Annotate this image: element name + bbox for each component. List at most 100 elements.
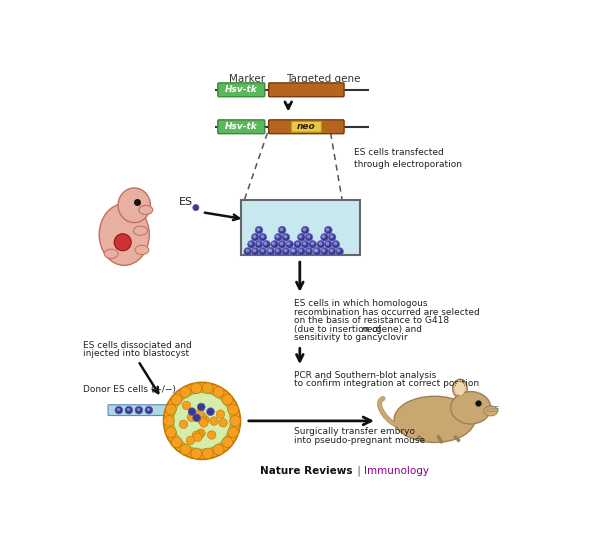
Text: Donor ES cells (+/−): Donor ES cells (+/−) — [83, 384, 176, 394]
Circle shape — [290, 248, 297, 255]
Circle shape — [244, 248, 251, 255]
Circle shape — [179, 420, 188, 428]
Circle shape — [309, 241, 317, 248]
Circle shape — [251, 233, 259, 241]
Ellipse shape — [452, 380, 467, 398]
Circle shape — [259, 248, 266, 255]
Circle shape — [274, 248, 282, 255]
Circle shape — [222, 394, 233, 405]
Text: into pseudo-pregnant mouse: into pseudo-pregnant mouse — [295, 435, 425, 445]
FancyBboxPatch shape — [218, 83, 265, 97]
Text: neo: neo — [297, 122, 316, 131]
Circle shape — [180, 444, 191, 455]
Circle shape — [301, 226, 309, 234]
Circle shape — [202, 383, 213, 394]
Circle shape — [332, 241, 340, 248]
Text: ES cells dissociated and: ES cells dissociated and — [83, 341, 191, 350]
Circle shape — [248, 241, 256, 248]
Circle shape — [171, 394, 182, 405]
Circle shape — [294, 241, 302, 248]
Circle shape — [301, 241, 309, 248]
Ellipse shape — [484, 406, 497, 416]
Circle shape — [271, 241, 278, 248]
Text: neo: neo — [362, 325, 379, 333]
Circle shape — [286, 241, 293, 248]
Circle shape — [195, 431, 203, 439]
Circle shape — [187, 413, 196, 421]
Circle shape — [328, 233, 336, 241]
Circle shape — [135, 406, 143, 414]
Ellipse shape — [135, 245, 149, 255]
Circle shape — [267, 248, 275, 255]
Ellipse shape — [133, 226, 148, 235]
Circle shape — [166, 404, 176, 415]
Text: injected into blastocyst: injected into blastocyst — [83, 349, 189, 358]
Circle shape — [180, 387, 191, 397]
Circle shape — [278, 226, 286, 234]
Circle shape — [263, 241, 271, 248]
Text: Immunology: Immunology — [364, 465, 429, 476]
Circle shape — [274, 233, 282, 241]
Text: sensitivity to gancyclovir: sensitivity to gancyclovir — [295, 333, 408, 342]
Circle shape — [336, 248, 343, 255]
Text: Marker: Marker — [229, 74, 266, 84]
Text: ES cells transfected
through electroporation: ES cells transfected through electropora… — [354, 148, 462, 169]
Circle shape — [125, 406, 133, 414]
Circle shape — [213, 387, 224, 397]
Circle shape — [200, 419, 208, 427]
Text: on the basis of resistance to G418: on the basis of resistance to G418 — [295, 316, 449, 325]
Circle shape — [171, 437, 182, 447]
Circle shape — [219, 419, 227, 427]
Circle shape — [193, 414, 200, 422]
Circle shape — [228, 427, 239, 438]
Circle shape — [201, 416, 209, 424]
Circle shape — [198, 416, 206, 425]
Circle shape — [305, 233, 313, 241]
Ellipse shape — [118, 188, 151, 223]
Text: recombination has occurred are selected: recombination has occurred are selected — [295, 308, 480, 317]
Circle shape — [259, 233, 266, 241]
FancyBboxPatch shape — [269, 83, 344, 97]
Circle shape — [298, 248, 305, 255]
Circle shape — [255, 241, 263, 248]
Circle shape — [325, 241, 332, 248]
Text: to confirm integration at correct position: to confirm integration at correct positi… — [295, 380, 479, 388]
Ellipse shape — [139, 205, 153, 214]
Circle shape — [199, 416, 207, 425]
Circle shape — [197, 429, 205, 438]
Circle shape — [320, 248, 328, 255]
FancyBboxPatch shape — [269, 120, 344, 134]
Circle shape — [222, 437, 233, 447]
Ellipse shape — [104, 249, 118, 258]
Circle shape — [192, 431, 200, 440]
Circle shape — [251, 248, 259, 255]
Circle shape — [230, 415, 241, 426]
Circle shape — [206, 408, 214, 415]
Circle shape — [166, 427, 176, 438]
Circle shape — [182, 401, 191, 409]
Circle shape — [290, 248, 298, 255]
Circle shape — [266, 248, 274, 255]
Circle shape — [328, 248, 336, 255]
Circle shape — [196, 409, 204, 418]
Circle shape — [298, 233, 305, 241]
FancyBboxPatch shape — [218, 120, 265, 134]
Text: gene) and: gene) and — [373, 325, 422, 333]
Ellipse shape — [451, 392, 491, 424]
Circle shape — [320, 233, 328, 241]
Circle shape — [164, 382, 241, 459]
Circle shape — [282, 233, 290, 241]
Circle shape — [164, 415, 174, 426]
FancyBboxPatch shape — [108, 405, 168, 415]
Ellipse shape — [455, 382, 465, 395]
Ellipse shape — [99, 204, 149, 266]
Circle shape — [213, 444, 224, 455]
Circle shape — [173, 393, 230, 450]
Text: Hsv-tk: Hsv-tk — [225, 85, 257, 94]
Text: (due to insertion of: (due to insertion of — [295, 325, 384, 333]
Circle shape — [202, 448, 213, 459]
Circle shape — [191, 383, 202, 394]
Circle shape — [188, 408, 196, 415]
Circle shape — [313, 248, 320, 255]
Text: ES: ES — [179, 197, 193, 207]
